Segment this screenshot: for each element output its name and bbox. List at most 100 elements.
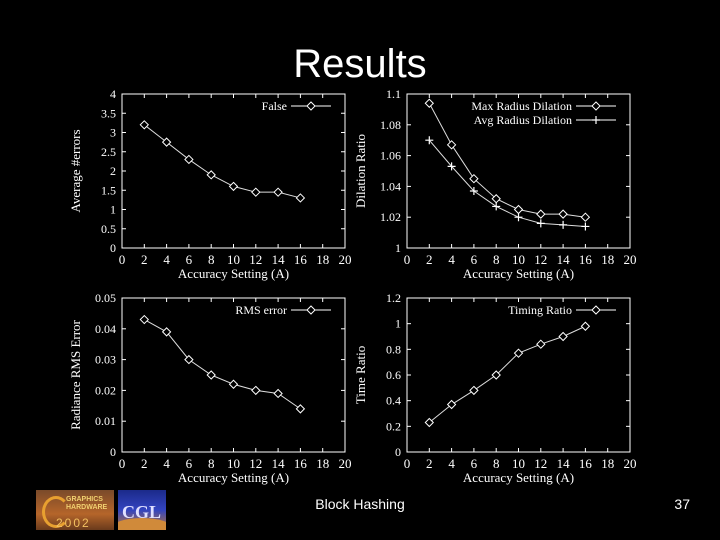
series-line bbox=[143, 124, 301, 199]
data-point bbox=[447, 162, 456, 171]
x-tick-label: 10 bbox=[227, 252, 240, 267]
data-point bbox=[206, 170, 216, 180]
swirl-icon bbox=[42, 496, 70, 528]
y-axis-label: Radiance RMS Error bbox=[68, 319, 83, 429]
data-point bbox=[295, 193, 306, 203]
x-tick-label: 4 bbox=[163, 252, 170, 267]
data-point bbox=[469, 385, 479, 396]
legend-label: RMS error bbox=[235, 303, 287, 317]
x-tick-label: 8 bbox=[208, 456, 215, 471]
x-tick-label: 18 bbox=[601, 456, 614, 471]
y-tick-label: 0.2 bbox=[386, 419, 401, 433]
plot-frame bbox=[406, 297, 631, 453]
data-point bbox=[446, 399, 457, 410]
x-tick-label: 8 bbox=[208, 252, 215, 267]
x-tick-label: 20 bbox=[339, 252, 352, 267]
x-tick-label: 14 bbox=[557, 252, 571, 267]
data-point bbox=[558, 331, 568, 342]
legend-label: Timing Ratio bbox=[508, 303, 572, 317]
x-tick-label: 18 bbox=[316, 456, 329, 471]
logo-text-line2: HARDWARE bbox=[66, 504, 108, 511]
plot-frame bbox=[121, 297, 346, 453]
data-point bbox=[184, 354, 194, 365]
y-tick-label: 1 bbox=[110, 203, 116, 217]
x-tick-label: 6 bbox=[471, 252, 478, 267]
data-point bbox=[491, 370, 501, 380]
page-number: 37 bbox=[674, 496, 690, 512]
x-tick-label: 2 bbox=[141, 252, 148, 267]
y-tick-label: 0.8 bbox=[386, 342, 401, 356]
data-point bbox=[425, 136, 434, 145]
x-tick-label: 20 bbox=[339, 456, 352, 471]
y-tick-label: 4 bbox=[110, 87, 116, 101]
cgl-logo: CGL bbox=[118, 490, 166, 530]
legend-marker bbox=[306, 101, 316, 111]
legend-label: Avg Radius Dilation bbox=[474, 113, 572, 127]
x-tick-label: 12 bbox=[534, 252, 547, 267]
y-axis-label: Dilation Ratio bbox=[353, 134, 368, 208]
plot-frame bbox=[121, 93, 346, 249]
y-tick-label: 1.08 bbox=[380, 118, 401, 132]
x-tick-label: 10 bbox=[227, 456, 240, 471]
data-point bbox=[514, 213, 523, 222]
x-tick-label: 0 bbox=[404, 252, 411, 267]
data-point bbox=[424, 417, 435, 428]
data-point bbox=[206, 370, 216, 380]
data-point bbox=[273, 388, 283, 399]
hill-icon bbox=[118, 518, 166, 530]
x-tick-label: 0 bbox=[404, 456, 411, 471]
x-tick-label: 0 bbox=[119, 456, 126, 471]
y-tick-label: 0.01 bbox=[95, 414, 116, 428]
data-point bbox=[273, 187, 283, 197]
data-point bbox=[559, 220, 568, 229]
y-tick-label: 0 bbox=[395, 445, 401, 459]
x-tick-label: 12 bbox=[249, 252, 262, 267]
data-point bbox=[580, 212, 591, 222]
x-tick-label: 16 bbox=[579, 252, 593, 267]
x-tick-label: 6 bbox=[471, 456, 478, 471]
x-tick-label: 6 bbox=[186, 456, 193, 471]
legend-label: False bbox=[262, 99, 287, 113]
y-tick-label: 1.1 bbox=[386, 87, 401, 101]
y-tick-label: 0.5 bbox=[101, 222, 116, 236]
y-tick-label: 1.06 bbox=[380, 149, 401, 163]
data-point bbox=[161, 137, 172, 147]
dilation-ratio-chart: 0 2 4 6 8 10 12 14 16 18 20 1 1.02 1.04 1.06 1.08 1.1 Acc… bbox=[353, 87, 637, 281]
data-point bbox=[251, 385, 261, 396]
x-tick-label: 18 bbox=[601, 252, 614, 267]
legend-label: Max Radius Dilation bbox=[471, 99, 572, 113]
data-point bbox=[558, 209, 568, 219]
y-tick-label: 2.5 bbox=[101, 145, 116, 159]
data-point bbox=[228, 181, 239, 192]
data-point bbox=[469, 187, 478, 196]
x-tick-label: 4 bbox=[448, 456, 455, 471]
data-point bbox=[251, 187, 261, 197]
logo-text-line1: GRAPHICS bbox=[66, 496, 103, 503]
x-tick-label: 14 bbox=[272, 252, 286, 267]
footer-title: Block Hashing bbox=[315, 496, 405, 512]
x-tick-label: 12 bbox=[249, 456, 262, 471]
rms-error-chart: 0 2 4 6 8 10 12 14 16 18 2000.010.020.030.040.05Ac… bbox=[68, 291, 352, 485]
x-tick-label: 16 bbox=[294, 456, 308, 471]
graphics-hardware-2002-logo: GRAPHICS HARDWARE 2002 bbox=[36, 490, 114, 530]
x-tick-label: 8 bbox=[493, 252, 500, 267]
y-tick-label: 0.05 bbox=[95, 291, 116, 305]
x-tick-label: 4 bbox=[163, 456, 170, 471]
y-tick-label: 1.5 bbox=[101, 183, 116, 197]
y-tick-label: 1 bbox=[395, 317, 401, 331]
y-tick-label: 0.02 bbox=[95, 383, 116, 397]
x-tick-label: 8 bbox=[493, 456, 500, 471]
data-point bbox=[161, 327, 172, 337]
x-tick-label: 16 bbox=[579, 456, 593, 471]
slide-title: Results bbox=[293, 42, 427, 86]
legend-marker bbox=[306, 305, 316, 315]
data-point bbox=[184, 154, 194, 165]
data-point bbox=[513, 204, 524, 215]
x-axis-label: Accuracy Setting (A) bbox=[178, 266, 289, 281]
data-point bbox=[536, 209, 546, 219]
cgl-logo-text: CGL bbox=[122, 502, 162, 522]
y-tick-label: 3 bbox=[110, 126, 116, 140]
data-point bbox=[492, 202, 501, 211]
legend-marker bbox=[591, 305, 601, 315]
x-tick-label: 14 bbox=[272, 456, 286, 471]
